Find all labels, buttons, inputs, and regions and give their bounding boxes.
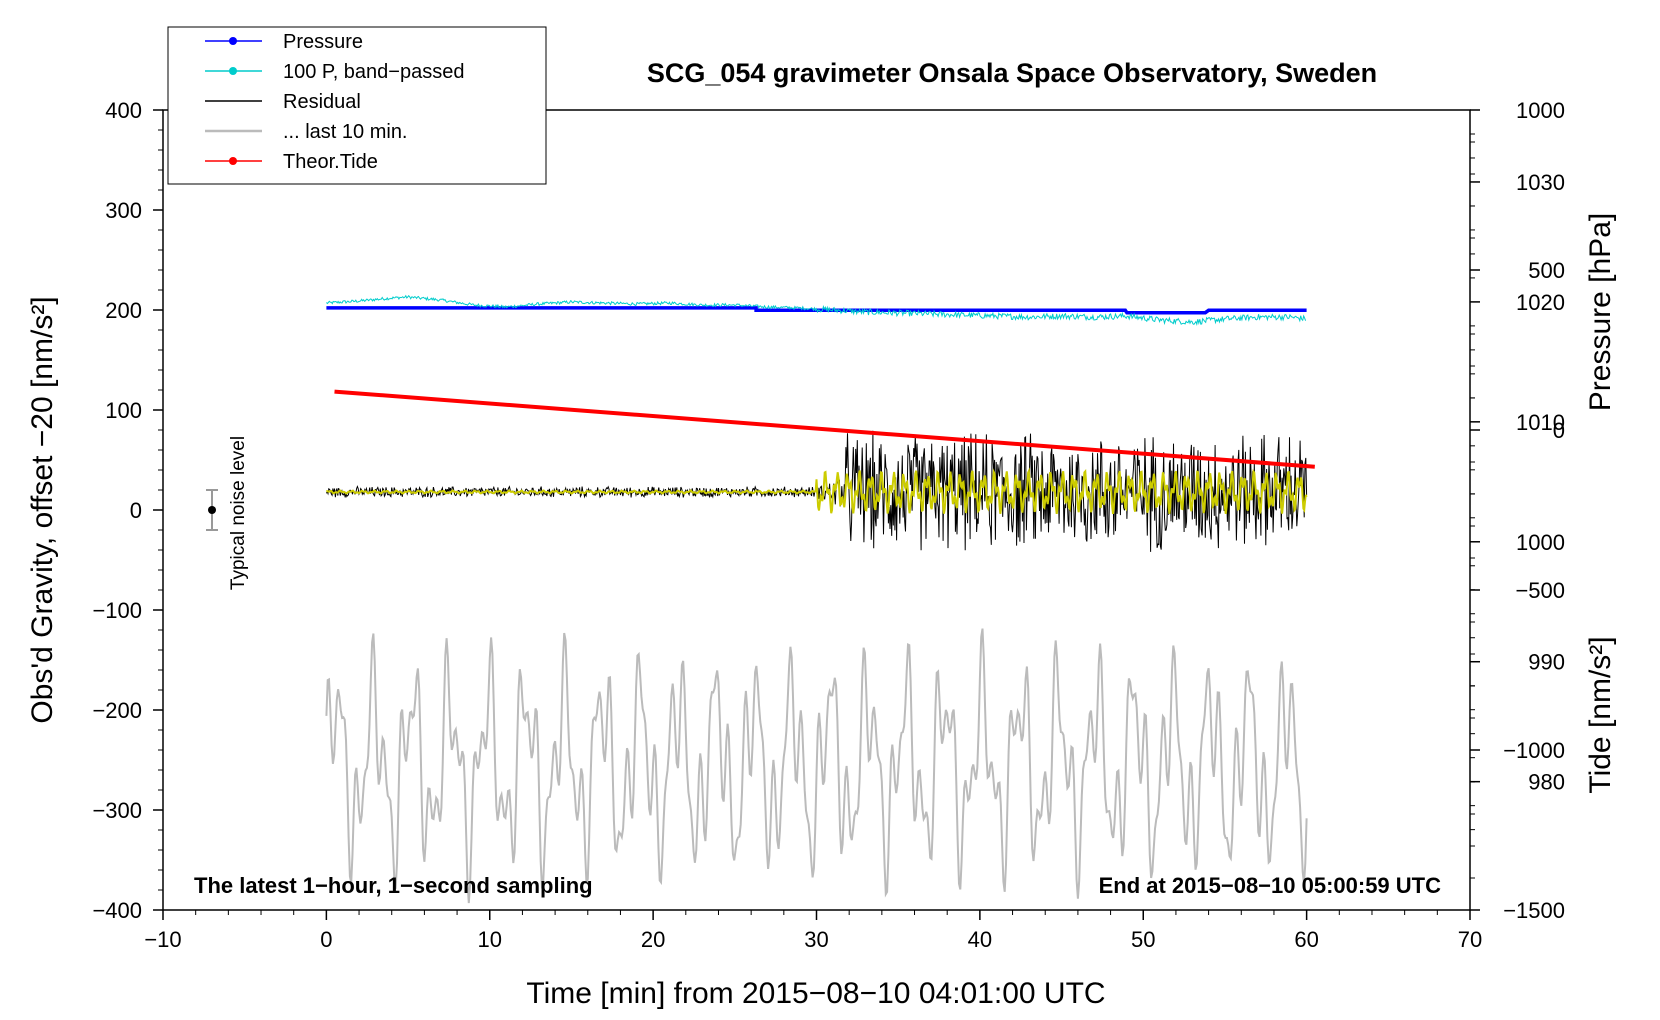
tide-tick-label: 500	[1528, 258, 1565, 283]
legend-marker	[229, 67, 237, 75]
x-tick-label: −10	[144, 927, 181, 952]
x-tick-label: 30	[804, 927, 828, 952]
chart-title: SCG_054 gravimeter Onsala Space Observat…	[647, 58, 1377, 88]
tide-tick-label: 0	[1553, 418, 1565, 443]
y-axis-pressure-title: Pressure [hPa]	[1584, 213, 1617, 411]
pressure-tick-label: 980	[1528, 770, 1565, 795]
tide-tick-label: 1000	[1516, 98, 1565, 123]
y-tick-label: −400	[92, 898, 142, 923]
x-tick-label: 70	[1458, 927, 1482, 952]
tide-tick-label: −500	[1515, 578, 1565, 603]
y-tick-label: 0	[130, 498, 142, 523]
x-tick-label: 40	[968, 927, 992, 952]
series-theor-tide	[334, 389, 1315, 469]
legend-marker	[229, 157, 237, 165]
x-tick-label: 60	[1294, 927, 1318, 952]
noise-level-indicator	[206, 489, 219, 531]
series-pressure	[326, 306, 1307, 315]
y-axis-gravity: −400 −300 −200 −100 0 100 200 300 400	[92, 98, 163, 923]
y-axis-left-title: Obs'd Gravity, offset −20 [nm/s²]	[26, 296, 59, 723]
series-layer	[325, 294, 1315, 904]
y-axis-tide-title: Tide [nm/s²]	[1584, 636, 1617, 793]
legend-label: 100 P, band−passed	[283, 61, 464, 83]
y-tick-label: −300	[92, 798, 142, 823]
annotation-right: End at 2015−08−10 05:00:59 UTC	[1099, 873, 1442, 898]
x-tick-label: 0	[320, 927, 332, 952]
series-last-10-min	[325, 628, 1308, 904]
y-axis-tide: −1500 −1000 −500 0 500 1000	[1470, 98, 1565, 923]
pressure-tick-label: 990	[1528, 650, 1565, 675]
x-axis: −10 0 10 20 30 40 50 60 70	[144, 910, 1482, 952]
pressure-tick-label: 1010	[1516, 410, 1565, 435]
noise-bar-center	[208, 506, 217, 514]
y-tick-label: 400	[105, 98, 142, 123]
series-pressure-bandpassed	[326, 294, 1307, 326]
y-tick-label: 300	[105, 198, 142, 223]
x-tick-label: 20	[641, 927, 665, 952]
y-axis-pressure: 980 990 1000 1010 1020 1030	[1470, 133, 1565, 831]
tide-tick-label: −1500	[1503, 898, 1565, 923]
annotation-left: The latest 1−hour, 1−second sampling	[194, 873, 593, 898]
legend-label: Theor.Tide	[283, 151, 378, 173]
noise-level-label: Typical noise level	[228, 436, 249, 590]
legend-label: ... last 10 min.	[283, 121, 408, 143]
legend-marker	[229, 37, 237, 45]
series-residual-smoothed	[325, 467, 1308, 515]
y-tick-label: 100	[105, 398, 142, 423]
y-tick-label: −200	[92, 698, 142, 723]
legend-label: Pressure	[283, 31, 363, 53]
tide-tick-label: −1000	[1503, 738, 1565, 763]
pressure-tick-label: 1000	[1516, 530, 1565, 555]
y-tick-label: 200	[105, 298, 142, 323]
y-tick-label: −100	[92, 598, 142, 623]
pressure-tick-label: 1030	[1516, 170, 1565, 195]
legend: Pressure 100 P, band−passed Residual ... la…	[167, 26, 547, 185]
pressure-tick-label: 1020	[1516, 290, 1565, 315]
x-tick-label: 50	[1131, 927, 1155, 952]
x-tick-label: 10	[478, 927, 502, 952]
legend-label: Residual	[283, 91, 361, 113]
x-axis-title: Time [min] from 2015−08−10 04:01:00 UTC	[526, 977, 1105, 1010]
